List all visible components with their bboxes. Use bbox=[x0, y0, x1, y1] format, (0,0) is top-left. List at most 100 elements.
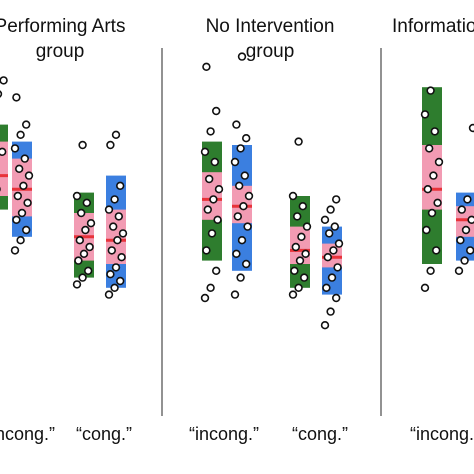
panel-3-box-2-point bbox=[457, 205, 466, 214]
panel-2-box-1-point bbox=[202, 62, 211, 72]
panel-2-box-1-point bbox=[203, 205, 213, 214]
panel-2-box-4-point bbox=[329, 246, 338, 255]
panel-2-box-1-point bbox=[206, 127, 215, 136]
panel-2-box-3-point bbox=[293, 212, 302, 221]
panel-3-box-1-point bbox=[429, 171, 438, 180]
panel-2-tick-incong: “incong.” bbox=[189, 424, 259, 444]
panel-1-box-2-point bbox=[19, 181, 28, 191]
panel-1-box-4-point bbox=[114, 212, 124, 221]
panel-1-box-3-point bbox=[74, 256, 83, 265]
panel-1-box-2-point bbox=[20, 154, 29, 163]
panel-1-box-3-point bbox=[81, 225, 90, 235]
panel-2-box-4-point bbox=[333, 263, 342, 272]
panel-1-box-2-point bbox=[23, 198, 32, 208]
panel-1-tick-cong: “cong.” bbox=[76, 424, 132, 444]
panel-1-box-3-point bbox=[82, 198, 92, 208]
panel-3-box-2-point bbox=[463, 195, 472, 204]
panel-1-box-2-point bbox=[12, 93, 21, 102]
panel-2-box-2-point bbox=[235, 181, 244, 191]
panel-2-box-4-point bbox=[330, 222, 339, 231]
panel-1-box-2-point bbox=[10, 144, 20, 153]
panel-1-box-4-point bbox=[106, 140, 115, 150]
panel-2-box-2-point bbox=[242, 134, 251, 143]
panel-1-box-2-point bbox=[13, 191, 22, 201]
panel-1-box-4-point bbox=[117, 253, 126, 262]
panel-2-box-1-point bbox=[212, 106, 221, 116]
panel-1-box-4-point bbox=[113, 236, 122, 245]
panel-1-box-3-point bbox=[76, 208, 86, 218]
panel-2-box-2-point bbox=[239, 202, 248, 211]
panel-1-box-4-point bbox=[104, 205, 114, 214]
panel-1-box-4-point bbox=[108, 222, 118, 231]
panel-2-box-2-point bbox=[244, 191, 254, 201]
panel-1-box-3-point bbox=[85, 242, 94, 252]
panel-2-box-3-point bbox=[298, 202, 307, 211]
panel-3-box-2-point bbox=[467, 215, 474, 224]
panel-2-box-1-point bbox=[214, 185, 224, 194]
panel-1-box-2-point bbox=[10, 246, 20, 255]
panel-2-box-4-point bbox=[322, 283, 331, 292]
panel-1-box-4-point bbox=[110, 283, 119, 292]
panel-3-box-1-point bbox=[423, 185, 432, 194]
panel-2-box-4-point bbox=[332, 293, 341, 303]
panel-2-box-4-point bbox=[326, 205, 335, 214]
panel-2-box-4-point bbox=[320, 215, 330, 225]
panel-1-title-line1: Performing Arts bbox=[0, 16, 125, 37]
panel-2-box-4-point bbox=[334, 239, 344, 248]
panel-3-box-2-point bbox=[460, 256, 469, 265]
panel-1-box-2-point bbox=[16, 236, 25, 245]
panel-1-box-3-point bbox=[72, 191, 82, 201]
panel-2-box-3-point bbox=[294, 283, 303, 292]
panel-2-title-line1: No Intervention bbox=[206, 16, 335, 37]
panel-1-title: Performing Arts group bbox=[0, 16, 125, 62]
panel-1-box-1-point bbox=[0, 147, 7, 156]
panel-2-box-1-point bbox=[200, 147, 210, 157]
panel-2-box-1-point bbox=[210, 157, 220, 167]
panel-1-box-3-point bbox=[78, 273, 87, 282]
panel-3-box-2-point bbox=[456, 236, 465, 245]
panel-2-box-3-point bbox=[300, 273, 309, 282]
panel-1-box-1-point bbox=[0, 90, 3, 98]
panel-2-box-4-point bbox=[326, 307, 335, 316]
panel-2-box-1-point bbox=[202, 246, 211, 255]
panel-2-box-3-point bbox=[295, 256, 305, 265]
panel-1-box-4-point bbox=[111, 263, 121, 272]
panel-1-box-3-point bbox=[86, 219, 96, 228]
panel-3-box-1-point bbox=[425, 144, 434, 153]
panel-2-box-2-point bbox=[242, 259, 251, 269]
panel-1-box-2-point bbox=[24, 171, 34, 180]
panel-2-box-2-point bbox=[232, 249, 241, 259]
panel-1-box-3-point bbox=[78, 140, 87, 150]
panel-3-box-1-point bbox=[422, 225, 431, 235]
panel-2-box-4-point bbox=[325, 229, 334, 238]
panel-2-box-3-point bbox=[301, 249, 310, 259]
panel-2-box-2-point bbox=[230, 157, 240, 167]
panel-1-box-4-point bbox=[106, 270, 115, 279]
panel-3-box-2-point bbox=[461, 225, 471, 235]
panel-1-box-4-point bbox=[115, 181, 125, 191]
panel-1-box-2-point bbox=[15, 164, 24, 174]
panel-2-box-3-point bbox=[302, 222, 312, 231]
panel-1-box-3-point bbox=[79, 249, 89, 259]
panel-1-box-1-point bbox=[0, 76, 8, 85]
panel-1-box-2-point bbox=[22, 225, 31, 235]
panel-1-box-3-point bbox=[83, 266, 93, 275]
panel-3-box-1-point bbox=[426, 86, 435, 95]
panel-2-box-4-point bbox=[332, 195, 341, 204]
panel-3-tick-incong: “incong. bbox=[410, 424, 474, 444]
panel-2-box-2-point bbox=[240, 171, 250, 180]
panel-1-box-2-point bbox=[17, 208, 27, 218]
panel-2-box-3-point bbox=[288, 290, 298, 299]
panel-1-box-4-point bbox=[104, 290, 114, 299]
panel-2-box-1-point bbox=[213, 215, 222, 225]
panel-1-box-4-point bbox=[110, 195, 119, 204]
panel-2-box-1-point bbox=[209, 195, 218, 204]
panel-2-box-3-point bbox=[290, 266, 299, 275]
panel-2-box-4-point bbox=[320, 321, 330, 330]
panel-2-box-3-point bbox=[294, 137, 303, 146]
panel-2-box-2-point bbox=[236, 144, 245, 153]
panel-1-box-4-point bbox=[115, 276, 125, 286]
panel-3-box-1-point bbox=[426, 266, 435, 275]
panel-3-box-1-point bbox=[420, 110, 430, 119]
